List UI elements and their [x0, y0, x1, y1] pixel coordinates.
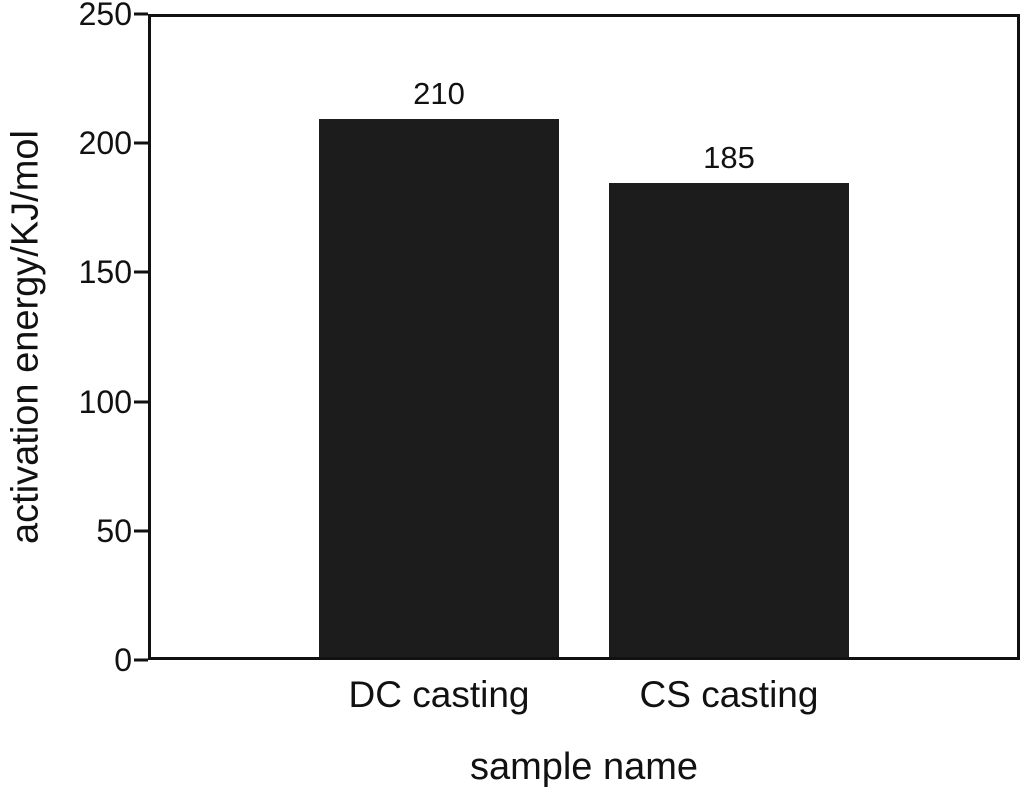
bar-dc-casting — [319, 119, 559, 657]
y-tick-mark — [134, 12, 148, 16]
bar-slot: 210 — [319, 17, 559, 657]
y-tick-label: 100 — [78, 383, 132, 420]
bar-value-label: 210 — [413, 76, 465, 112]
y-tick-label: 0 — [114, 642, 132, 678]
x-tick-label: DC casting — [348, 674, 530, 715]
plot-area: 210 185 — [148, 14, 1020, 660]
bar-value-label: 185 — [703, 140, 755, 176]
y-tick-mark — [134, 529, 148, 533]
y-tick-label: 150 — [78, 254, 132, 291]
y-tick-mark — [134, 658, 148, 662]
y-tick-mark — [134, 141, 148, 145]
bar-slot: 185 — [609, 17, 849, 657]
y-tick-label: 250 — [78, 0, 132, 32]
y-tick-mark — [134, 270, 148, 274]
x-tick-labels: DC casting CS casting — [148, 676, 1020, 713]
y-axis: 0 50 100 150 200 250 — [0, 0, 148, 676]
x-axis-title: sample name — [469, 746, 699, 788]
x-tick-label: CS casting — [639, 674, 819, 715]
bar-cs-casting — [609, 183, 849, 657]
y-tick-label: 50 — [96, 512, 132, 549]
y-tick-label: 200 — [78, 125, 132, 162]
y-tick-mark — [134, 400, 148, 404]
